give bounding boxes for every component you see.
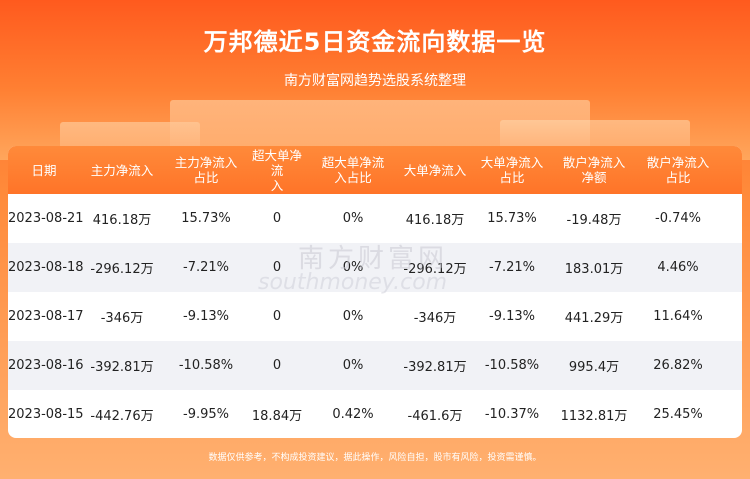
table-row: 2023-08-21 416.18万 15.73% 0 0% 416.18万 15.73% -…: [8, 194, 742, 243]
table-cell: 0.42%: [332, 407, 374, 422]
table-cell: -9.13%: [489, 309, 535, 324]
disclaimer: 数据仅供参考，不构成投资建议，据此操作，风险自担，股市有风险，投资需谨慎。: [208, 453, 542, 463]
table-cell: -10.37%: [484, 407, 540, 422]
decorative-podium: [500, 120, 690, 150]
table-cell: 2023-08-17: [8, 309, 84, 324]
column-header: 主力净流入 占比: [174, 155, 238, 185]
table-cell: -346万: [413, 311, 457, 326]
table-cell: 15.73%: [487, 211, 537, 226]
table-cell: 4.46%: [657, 260, 699, 275]
table-cell: 183.01万: [564, 262, 624, 277]
table-cell: 0%: [342, 260, 364, 275]
table-cell: 416.18万: [405, 213, 465, 228]
column-header: 主力净流入: [90, 162, 154, 178]
table-cell: -296.12万: [403, 262, 467, 277]
table-cell: 0%: [342, 211, 364, 226]
table-cell: 416.18万: [92, 213, 152, 228]
data-table: 日期 主力净流入 主力净流入 占比 超大单净流入 超大单净流 入占比 大单净流入 大…: [8, 146, 742, 438]
table-cell: 0: [272, 260, 282, 275]
table-cell: 11.64%: [653, 309, 703, 324]
column-header: 超大单净流入: [251, 147, 302, 193]
table-cell: 0%: [342, 358, 364, 373]
table-cell: 26.82%: [653, 358, 703, 373]
table-cell: 2023-08-21: [8, 211, 84, 226]
table-cell: -19.48万: [566, 213, 622, 228]
table-cell: 25.45%: [653, 407, 703, 422]
table-cell: 441.29万: [564, 311, 624, 326]
table-cell: -10.58%: [178, 358, 234, 373]
table-cell: 0: [272, 211, 282, 226]
table-cell: 18.84万: [251, 409, 303, 424]
column-header: 散户净流入 占比: [646, 155, 710, 185]
table-cell: -392.81万: [90, 360, 154, 375]
table-row: 2023-08-17 -346万 -9.13% 0 0% -346万 -9.13% 441.2…: [8, 292, 742, 341]
column-header: 散户净流入 净额: [562, 155, 626, 185]
table-cell: -346万: [100, 311, 144, 326]
table-row: 2023-08-16 -392.81万 -10.58% 0 0% -392.81万 -10.…: [8, 341, 742, 390]
column-header: 大单净流入 占比: [480, 155, 544, 185]
table-cell: 0: [272, 309, 282, 324]
table-cell: 995.4万: [568, 360, 620, 375]
table-cell: -7.21%: [183, 260, 229, 275]
table-cell: 2023-08-18: [8, 260, 84, 275]
table-row: 2023-08-18 -296.12万 -7.21% 0 0% -296.12万 -7.21…: [8, 243, 742, 292]
table-cell: 2023-08-15: [8, 407, 84, 422]
page-subtitle: 南方财富网趋势选股系统整理: [284, 73, 466, 89]
table-cell: -296.12万: [90, 262, 154, 277]
table-row: 2023-08-15 -442.76万 -9.95% 18.84万 0.42% -461.…: [8, 390, 742, 438]
table-cell: -392.81万: [403, 360, 467, 375]
page-title: 万邦德近5日资金流向数据一览: [203, 28, 547, 56]
column-header: 超大单净流 入占比: [321, 155, 385, 185]
column-header: 大单净流入: [403, 162, 467, 178]
table-cell: -10.58%: [484, 358, 540, 373]
table-cell: -7.21%: [489, 260, 535, 275]
table-cell: 15.73%: [181, 211, 231, 226]
table-header: 日期 主力净流入 主力净流入 占比 超大单净流入 超大单净流 入占比 大单净流入 大…: [8, 146, 742, 194]
table-cell: -442.76万: [90, 409, 154, 424]
table-cell: -461.6万: [407, 409, 463, 424]
column-header: 日期: [31, 162, 57, 178]
table-cell: 2023-08-16: [8, 358, 84, 373]
table-cell: -0.74%: [655, 211, 701, 226]
table-cell: -9.95%: [183, 407, 229, 422]
table-cell: -9.13%: [183, 309, 229, 324]
table-cell: 0%: [342, 309, 364, 324]
table-cell: 0: [272, 358, 282, 373]
table-cell: 1132.81万: [560, 409, 628, 424]
